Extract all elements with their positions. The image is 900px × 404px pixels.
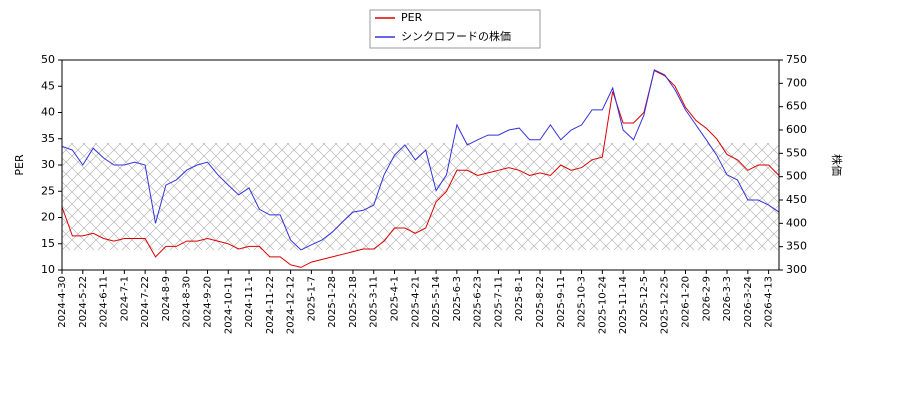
hatched-band (62, 142, 779, 251)
x-tick-label: 2026-2-9 (701, 276, 712, 321)
y-tick-label: 40 (41, 106, 55, 119)
x-tick-label: 2024-4-30 (57, 276, 68, 328)
y2-tick-label: 300 (786, 263, 807, 276)
series-line (61, 69, 780, 268)
x-tick-label: 2025-6-3 (452, 276, 463, 321)
y-axis-label: PER (13, 154, 26, 176)
x-tick-label: 2025-3-11 (369, 276, 380, 328)
x-tick-label: 2025-12-5 (639, 276, 650, 328)
legend: PER シンクロフードの株価 (369, 9, 541, 49)
y2-tick-label: 350 (786, 240, 807, 253)
x-tick-label: 2024-7-22 (140, 276, 151, 328)
x-tick-label: 2025-10-3 (577, 276, 588, 328)
x-tick-label: 2024-5-22 (78, 276, 89, 328)
x-tick-label: 2025-10-24 (597, 276, 608, 334)
x-tick-label: 2025-9-11 (556, 276, 567, 328)
x-tick-label: 2025-8-1 (514, 276, 525, 321)
y2-tick-label: 500 (786, 170, 807, 183)
legend-box (369, 9, 541, 49)
y-tick-label: 35 (41, 132, 55, 145)
x-tick-label: 2025-7-11 (493, 276, 504, 328)
x-tick-label: 2025-1-28 (327, 276, 338, 328)
x-tick-label: 2024-8-30 (182, 276, 193, 328)
x-tick-label: 2025-6-23 (473, 276, 484, 328)
series-line (61, 69, 780, 251)
x-tick-label: 2026-1-20 (680, 276, 691, 328)
x-tick-label: 2025-11-14 (618, 276, 629, 334)
y-tick-label: 10 (41, 263, 55, 276)
y2-tick-label: 550 (786, 146, 807, 159)
x-tick-label: 2024-12-12 (286, 276, 297, 334)
y2-tick-label: 700 (786, 76, 807, 89)
y2-tick-label: 750 (786, 53, 807, 66)
x-tick-label: 2024-8-9 (161, 276, 172, 321)
y2-tick-label: 650 (786, 100, 807, 113)
y2-tick-label: 400 (786, 216, 807, 229)
y2-axis-label: 株価 (830, 154, 844, 176)
x-tick-label: 2026-4-13 (764, 276, 775, 328)
x-tick-label: 2024-11-22 (265, 276, 276, 334)
x-tick-label: 2024-11-1 (244, 276, 255, 328)
x-tick-label: 2024-9-20 (202, 276, 213, 328)
x-tick-label: 2025-8-22 (535, 276, 546, 328)
x-tick-label: 2025-4-21 (410, 276, 421, 328)
y-tick-label: 45 (41, 79, 55, 92)
y-tick-label: 30 (41, 158, 55, 171)
y2-tick-label: 450 (786, 193, 807, 206)
x-tick-label: 2026-3-3 (722, 276, 733, 321)
x-tick-label: 2025-4-1 (390, 276, 401, 321)
y-tick-label: 20 (41, 211, 55, 224)
x-tick-label: 2025-1-7 (306, 276, 317, 321)
x-tick-label: 2025-5-14 (431, 276, 442, 328)
y-tick-label: 25 (41, 184, 55, 197)
x-tick-label: 2026-3-24 (743, 276, 754, 328)
x-tick-label: 2025-12-25 (660, 276, 671, 334)
x-tick-label: 2024-10-11 (223, 276, 234, 334)
x-tick-label: 2025-2-18 (348, 276, 359, 328)
y-tick-label: 50 (41, 53, 55, 66)
legend-label: シンクロフードの株価 (401, 29, 511, 43)
x-tick-label: 2024-7-1 (119, 276, 130, 321)
y2-tick-label: 600 (786, 123, 807, 136)
x-tick-label: 2024-6-11 (99, 276, 110, 328)
y-tick-label: 15 (41, 237, 55, 250)
plot-area (61, 69, 780, 268)
legend-label: PER (401, 11, 423, 24)
